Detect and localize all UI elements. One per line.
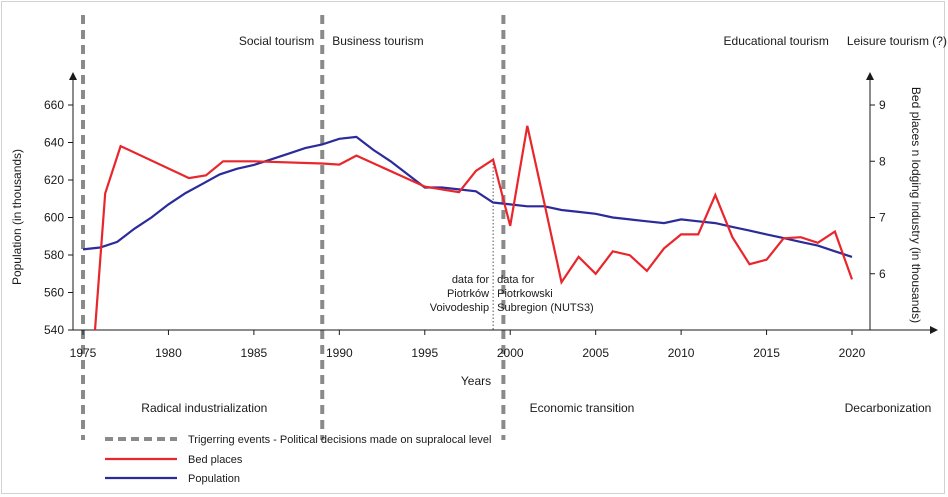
y-left-tick-label: 560 [44,286,64,300]
y-left-tick-label: 660 [44,98,64,112]
phase-bottom-label: Radical industrialization [141,401,267,415]
y-left-tick-label: 620 [44,173,64,187]
triggering-event-lines [81,15,506,440]
bed-places-line [93,125,854,331]
y-left-axis-title: Population (in thousands) [10,149,24,285]
x-tick-label: 1980 [155,346,182,360]
y-left-tick-label: 640 [44,136,64,150]
phase-top-label: Social tourism [239,34,314,48]
data-source-note: Voivodeship [430,302,489,314]
legend-label: Trigerring events - Political decisions … [188,434,491,446]
y-right-tick-label: 8 [879,154,886,168]
axes: 540 560 580 600 620 640 660 6 7 8 9 1975 1980 1985 199… [44,72,938,360]
phase-top-label: Leisure tourism (?) [847,34,947,48]
y-right-tick-label: 7 [879,211,886,225]
y-right-tick-label: 9 [879,98,886,112]
x-tick-label: 1995 [411,346,438,360]
x-tick-label: 1985 [241,346,268,360]
data-source-note: Piotrkowski [497,288,553,300]
y-left-axis-arrow [69,72,77,80]
x-axis-arrow [930,326,938,334]
data-source-note: data for [452,274,490,286]
x-tick-label: 2015 [753,346,780,360]
y-right-axis-title: Bed places n lodging industry (in thousa… [909,87,923,323]
phase-bottom-label: Economic transition [530,401,635,415]
y-left-tick-label: 580 [44,248,64,262]
y-left-tick-label: 600 [44,211,64,225]
x-tick-label: 1990 [326,346,353,360]
phase-bottom-label: Decarbonization [845,401,932,415]
population-line [82,135,853,258]
y-right-tick-label: 6 [879,267,886,281]
data-source-note: data for [497,274,535,286]
phase-top-label: Educational tourism [724,34,829,48]
y-right-axis-arrow [866,72,874,80]
x-axis-title: Years [461,374,491,388]
legend-label: Bed places [188,454,243,466]
data-source-note: Subregion (NUTS3) [497,302,594,314]
x-tick-label: 2010 [668,346,695,360]
legend-label: Population [188,473,240,485]
legend: Trigerring events - Political decisions … [105,434,491,485]
x-tick-label: 1975 [70,346,97,360]
y-left-tick-label: 540 [44,323,64,337]
labels: Years Population (in thousands) Bed plac… [10,34,947,415]
x-tick-label: 2020 [839,346,866,360]
x-tick-label: 2000 [497,346,524,360]
series-lines [82,125,854,331]
phase-top-label: Business tourism [332,34,423,48]
data-source-note: Piotrków [447,288,489,300]
x-tick-label: 2005 [582,346,609,360]
